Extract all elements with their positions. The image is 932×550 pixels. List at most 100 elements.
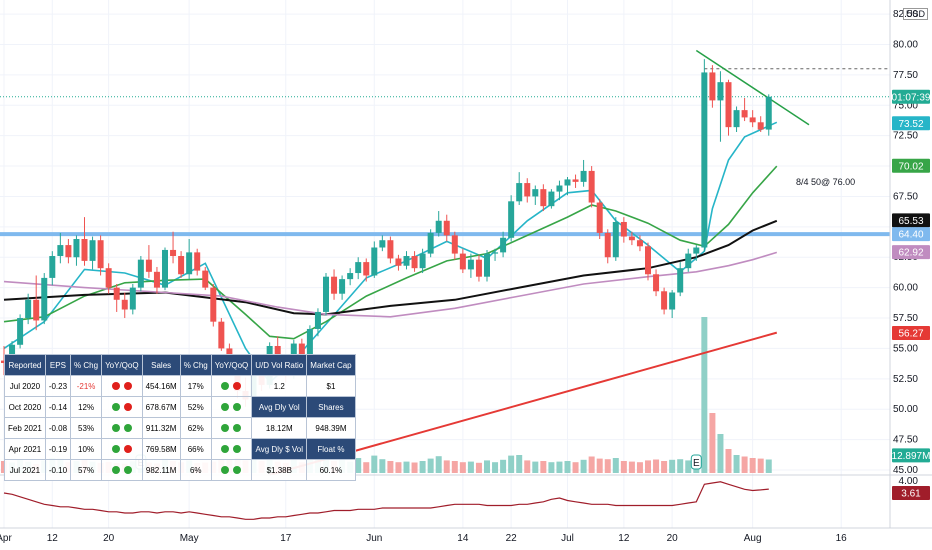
candle bbox=[620, 217, 627, 243]
candle bbox=[427, 229, 434, 258]
eps-cell: -0.23 bbox=[44, 375, 72, 397]
green-dot-icon bbox=[111, 445, 120, 454]
price-tick-label: 52.50 bbox=[893, 374, 918, 385]
red-dot-icon bbox=[123, 382, 132, 391]
candle bbox=[741, 97, 748, 122]
eps-change-cell: 57% bbox=[70, 459, 103, 481]
sales-trend-cell bbox=[210, 375, 253, 397]
fundamentals-header-cell: % Chg bbox=[70, 354, 103, 376]
table-row: Jul 2020 -0.23 -21% 454.16M 17% 1.2 $1 bbox=[4, 375, 356, 397]
price-tag: 64.40 bbox=[892, 227, 930, 242]
candle bbox=[355, 257, 362, 280]
reported-cell: Jul 2021 bbox=[4, 459, 46, 481]
moving-average-line bbox=[3, 121, 778, 384]
candle-body bbox=[467, 259, 474, 270]
time-tick-label: May bbox=[180, 533, 199, 544]
candle-body bbox=[524, 183, 531, 197]
candle-body bbox=[669, 292, 676, 310]
green-dot-icon bbox=[123, 466, 132, 475]
candle-body bbox=[636, 240, 643, 247]
trade-annotation: 8/4 50@ 76.00 bbox=[796, 177, 856, 187]
candle-body bbox=[218, 321, 225, 349]
table-row: Jul 2021 -0.10 57% 982.11M 6% $1.38B 60.1% bbox=[4, 459, 356, 481]
volume-bar bbox=[403, 461, 410, 473]
red-dot-icon bbox=[111, 382, 120, 391]
time-tick-label: Apr bbox=[0, 533, 12, 544]
volume-bar bbox=[645, 460, 651, 473]
candle bbox=[137, 256, 144, 292]
green-dot-icon bbox=[221, 466, 230, 475]
reported-cell: Apr 2021 bbox=[4, 438, 46, 460]
candle bbox=[371, 241, 378, 278]
candle-body bbox=[25, 299, 32, 319]
candle bbox=[97, 235, 104, 276]
candle-body bbox=[612, 221, 619, 258]
eps-trend-cell bbox=[101, 375, 143, 397]
volume-bar bbox=[500, 459, 507, 473]
eps-cell: -0.08 bbox=[44, 417, 72, 439]
candle-body bbox=[548, 191, 555, 207]
eps-cell: -0.10 bbox=[44, 459, 72, 481]
moving-average-line bbox=[3, 219, 778, 316]
volume-bar bbox=[564, 461, 571, 473]
candle bbox=[604, 229, 611, 264]
time-tick-label: Jun bbox=[366, 533, 382, 544]
price-tag: 73.52 bbox=[892, 116, 930, 131]
candle-body bbox=[693, 247, 700, 254]
candle bbox=[153, 266, 160, 294]
candle-body bbox=[427, 232, 434, 254]
candle bbox=[331, 269, 338, 300]
candle bbox=[105, 263, 112, 294]
candle-body bbox=[532, 189, 539, 197]
volume-bar bbox=[556, 461, 563, 473]
candle bbox=[508, 195, 515, 242]
candle bbox=[194, 248, 201, 276]
rs-value-tag: 3.61 bbox=[892, 486, 930, 500]
volume-bar bbox=[749, 458, 756, 473]
candle-body bbox=[459, 253, 466, 270]
price-tag-label: 65.53 bbox=[898, 216, 923, 227]
candle-body bbox=[17, 318, 24, 345]
eps-change-cell: 12% bbox=[70, 396, 103, 418]
candle bbox=[556, 180, 563, 201]
volume-bar bbox=[532, 461, 539, 473]
volume-bar bbox=[484, 460, 490, 473]
volume-bar bbox=[371, 455, 378, 473]
volume-bar bbox=[685, 460, 692, 473]
candles bbox=[1, 59, 772, 407]
candle-body bbox=[677, 268, 684, 293]
volume-bar bbox=[395, 462, 402, 473]
time-tick-label: 20 bbox=[667, 533, 679, 544]
price-tag: 56.27 bbox=[892, 325, 930, 340]
fundamentals-header-cell: Reported bbox=[4, 354, 46, 376]
candle-body bbox=[33, 299, 40, 321]
volume-bar bbox=[451, 461, 458, 473]
eps-trend-cell bbox=[101, 438, 143, 460]
price-tick-label: 50.00 bbox=[893, 404, 918, 415]
candle-body bbox=[749, 117, 756, 123]
volume-bar bbox=[379, 459, 386, 473]
time-tick-label: 12 bbox=[618, 533, 630, 544]
green-dot-icon bbox=[233, 424, 242, 433]
sales-change-cell: 6% bbox=[179, 459, 212, 481]
candle-body bbox=[685, 253, 692, 269]
volume-bar bbox=[548, 462, 555, 473]
table-row: Oct 2020 -0.14 12% 678.67M 52% Avg Dly Vol Sha… bbox=[4, 396, 356, 418]
candle-body bbox=[306, 328, 313, 366]
candle bbox=[202, 266, 209, 291]
price-tag-bg bbox=[892, 325, 930, 340]
stat-key-cell: 1.2 bbox=[251, 375, 308, 397]
earnings-badge bbox=[690, 454, 702, 470]
volume-bar bbox=[661, 461, 668, 473]
sales-cell: 911.32M bbox=[141, 417, 181, 439]
price-tag-label: 70.02 bbox=[898, 161, 923, 172]
candle bbox=[363, 258, 370, 282]
candle bbox=[653, 269, 660, 297]
rs-tag-label: 3.61 bbox=[901, 489, 921, 500]
candle-body bbox=[540, 189, 547, 207]
candle-body bbox=[564, 179, 571, 186]
candle-body bbox=[572, 179, 579, 182]
price-tag: 12.897M bbox=[892, 448, 930, 463]
stat-value-cell: $1 bbox=[306, 375, 356, 397]
price-tag-label: 01:07:39 bbox=[892, 92, 931, 103]
